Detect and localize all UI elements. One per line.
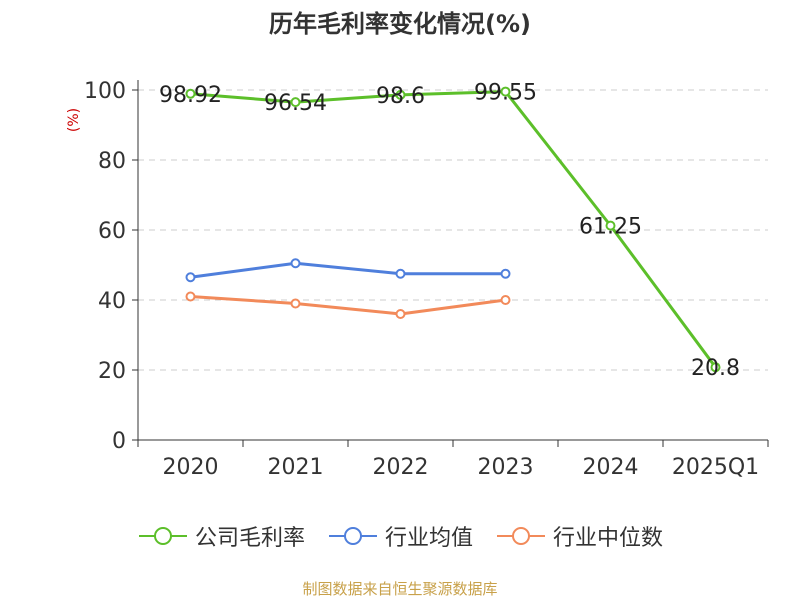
data-label: 20.8 [691, 356, 740, 381]
y-tick-label: 0 [112, 429, 126, 454]
legend-label: 行业中位数 [553, 526, 664, 551]
data-point [395, 309, 406, 319]
y-tick-label: 20 [98, 359, 126, 384]
data-source-note: 制图数据来自恒生聚源数据库 [302, 580, 498, 598]
legend-item-company[interactable]: 公司毛利率 [137, 520, 305, 552]
data-label: 98.6 [376, 84, 425, 109]
data-label: 96.54 [264, 91, 327, 116]
data-label: 98.92 [159, 83, 222, 108]
legend-label: 行业均值 [384, 526, 473, 551]
x-tick-label: 2021 [268, 455, 324, 480]
data-point [290, 298, 301, 309]
data-point [290, 97, 301, 108]
legend-item-industry-median[interactable]: 行业中位数 [495, 520, 663, 552]
y-tick-label: 100 [84, 79, 126, 104]
legend-item-industry-mean[interactable]: 行业均值 [327, 520, 473, 552]
data-point [500, 268, 511, 279]
legend-line-icon [497, 527, 545, 545]
series-line [190, 261, 506, 279]
data-point [710, 362, 721, 373]
data-label: 61.25 [579, 215, 642, 240]
legend-label: 公司毛利率 [194, 526, 305, 551]
x-tick-label: 2024 [583, 455, 639, 480]
chart-legend: 公司毛利率 行业均值 行业中位数 [0, 520, 800, 552]
data-point [500, 86, 511, 97]
legend-line-icon [328, 527, 377, 545]
data-label: 99.55 [474, 81, 537, 106]
data-point [605, 220, 616, 231]
data-point [185, 88, 196, 99]
x-tick-label: 2025Q1 [672, 455, 759, 480]
y-tick-label: 40 [98, 289, 126, 314]
data-point [290, 258, 301, 269]
series-line [190, 90, 717, 369]
legend-line-icon [138, 527, 187, 545]
data-point [395, 89, 406, 100]
y-tick-label: 80 [98, 149, 126, 174]
chart-title: 历年毛利率变化情况(%) [269, 10, 531, 38]
x-tick-label: 2022 [373, 455, 429, 480]
x-tick-label: 2020 [163, 455, 219, 480]
data-point [500, 295, 511, 305]
series-line [190, 295, 506, 316]
data-point [185, 272, 196, 283]
y-tick-label: 60 [98, 219, 126, 244]
x-tick-label: 2023 [478, 455, 534, 480]
data-point [395, 268, 406, 279]
data-point [185, 291, 196, 302]
